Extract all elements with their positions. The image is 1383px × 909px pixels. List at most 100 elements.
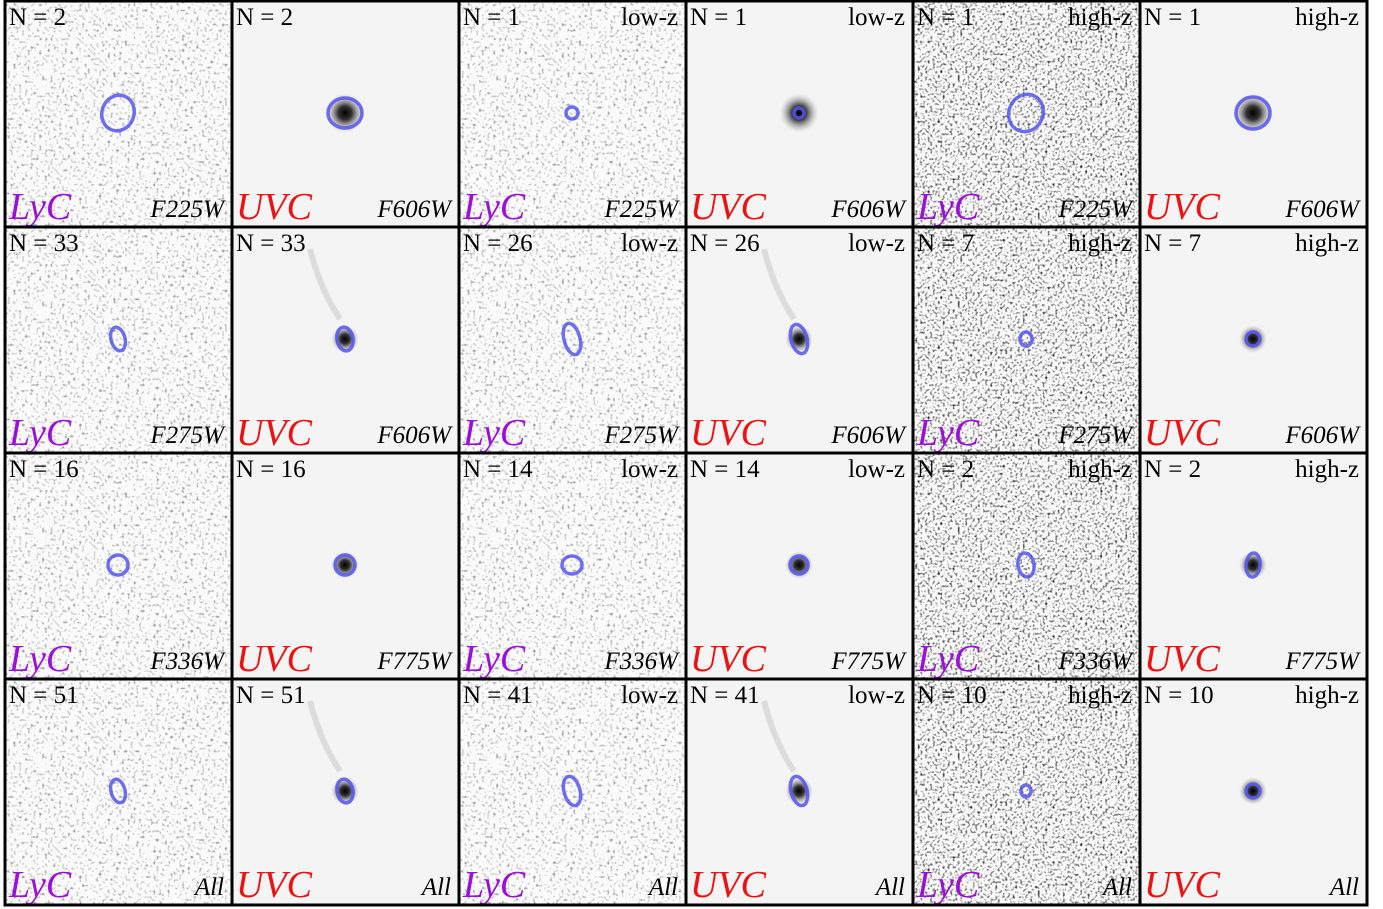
panel: N = 14 low-z UVC F775W: [684, 451, 915, 681]
count-label: N = 41: [463, 682, 533, 709]
redshift-label: low-z: [621, 682, 678, 709]
panel: N = 1 low-z LyC F225W: [457, 0, 688, 229]
filter-label: F606W: [376, 422, 453, 449]
band-label: UVC: [236, 638, 313, 680]
band-label: LyC: [462, 186, 526, 228]
redshift-label: high-z: [1295, 682, 1359, 709]
noise: [459, 679, 686, 905]
band-label: UVC: [690, 864, 767, 906]
panel: N = 26 low-z LyC F275W: [457, 225, 688, 455]
count-label: N = 14: [463, 456, 533, 483]
count-label: N = 1: [690, 4, 747, 31]
redshift-label: low-z: [848, 4, 905, 31]
aperture: [788, 322, 810, 356]
filter-label: F336W: [1057, 648, 1134, 675]
panel: N = 10 high-z LyC All: [911, 677, 1142, 907]
count-label: N = 7: [1144, 230, 1201, 257]
count-label: N = 10: [917, 682, 987, 709]
count-label: N = 26: [690, 230, 760, 257]
noise: [459, 453, 686, 679]
band-label: LyC: [462, 864, 526, 906]
panel: N = 7 high-z LyC F275W: [911, 225, 1142, 455]
count-label: N = 1: [463, 4, 520, 31]
aperture: [561, 774, 583, 808]
panel: N = 16 LyC F336W: [3, 451, 234, 681]
panel: N = 33 LyC F275W: [3, 225, 234, 455]
aperture: [788, 554, 810, 576]
panel: N = 16 UVC F775W: [230, 451, 461, 681]
band-label: LyC: [8, 864, 72, 906]
noise: [5, 453, 232, 679]
tail: [761, 700, 797, 773]
band-label: UVC: [1144, 638, 1221, 680]
band-label: UVC: [236, 412, 313, 454]
band-label: LyC: [462, 638, 526, 680]
noise: [913, 679, 1140, 905]
redshift-label: low-z: [621, 456, 678, 483]
band-label: LyC: [8, 412, 72, 454]
aperture: [792, 106, 806, 120]
panel: N = 51 UVC All: [230, 677, 461, 907]
filter-label: F336W: [603, 648, 680, 675]
aperture: [335, 777, 355, 805]
panel-border: [1138, 677, 1369, 907]
filter-label: All: [1328, 874, 1359, 901]
panel: N = 33 UVC F606W: [230, 225, 461, 455]
source: [1239, 325, 1267, 353]
count-label: N = 1: [1144, 4, 1201, 31]
aperture: [1244, 330, 1262, 348]
panel: N = 1 high-z UVC F606W: [1138, 0, 1369, 229]
aperture: [561, 321, 583, 357]
redshift-label: low-z: [621, 230, 678, 257]
count-label: N = 2: [236, 4, 293, 31]
count-label: N = 7: [917, 230, 974, 257]
band-label: UVC: [690, 186, 767, 228]
filter-label: F775W: [1284, 648, 1361, 675]
count-label: N = 51: [236, 682, 306, 709]
filter-label: F225W: [1057, 196, 1134, 223]
band-label: LyC: [916, 638, 980, 680]
filter-label: F775W: [376, 648, 453, 675]
count-label: N = 33: [236, 230, 306, 257]
band-label: UVC: [1144, 412, 1221, 454]
redshift-label: high-z: [1068, 230, 1132, 257]
count-label: N = 14: [690, 456, 760, 483]
filter-label: F606W: [830, 196, 907, 223]
band-label: LyC: [916, 412, 980, 454]
filter-label: F606W: [376, 196, 453, 223]
filter-label: F275W: [1057, 422, 1134, 449]
count-label: N = 2: [917, 456, 974, 483]
band-label: LyC: [462, 412, 526, 454]
aperture: [560, 554, 584, 576]
band-label: UVC: [236, 864, 313, 906]
count-label: N = 2: [1144, 456, 1201, 483]
filter-label: F225W: [603, 196, 680, 223]
count-label: N = 2: [9, 4, 66, 31]
aperture: [1244, 551, 1262, 579]
aperture: [106, 553, 130, 577]
aperture: [1018, 330, 1034, 348]
band-label: LyC: [916, 186, 980, 228]
panel: N = 26 low-z UVC F606W: [684, 225, 915, 455]
band-label: LyC: [8, 638, 72, 680]
count-label: N = 1: [917, 4, 974, 31]
noise: [459, 227, 686, 453]
filter-label: All: [1101, 874, 1132, 901]
count-label: N = 41: [690, 682, 760, 709]
panel: N = 14 low-z LyC F336W: [457, 451, 688, 681]
panel: N = 2 high-z UVC F775W: [1138, 451, 1369, 681]
filter-label: All: [193, 874, 224, 901]
panel: N = 41 low-z LyC All: [457, 677, 688, 907]
aperture: [100, 93, 136, 133]
filter-label: F775W: [830, 648, 907, 675]
noise: [913, 453, 1140, 679]
noise: [5, 227, 232, 453]
source: [1239, 777, 1267, 805]
filter-label: All: [874, 874, 905, 901]
band-label: UVC: [1144, 864, 1221, 906]
band-label: UVC: [690, 638, 767, 680]
band-label: UVC: [1144, 186, 1221, 228]
panel: N = 2 UVC F606W: [230, 0, 461, 229]
redshift-label: high-z: [1068, 4, 1132, 31]
